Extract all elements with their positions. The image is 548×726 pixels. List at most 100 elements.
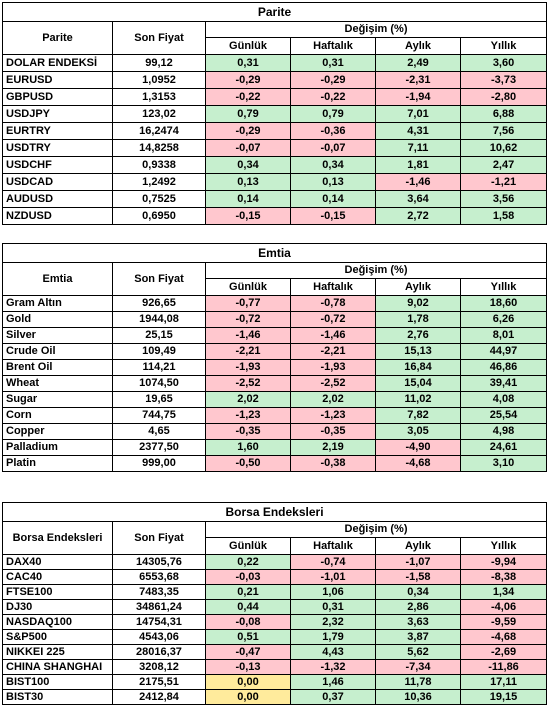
change: 7,01 [375,105,461,123]
change: -2,21 [205,343,291,360]
change: 0,00 [205,689,291,705]
change: 4,43 [290,644,376,660]
data-row: FTSE100 7483,35 0,21 1,06 0,34 1,34 [2,584,548,600]
price: 16,2474 [112,122,206,140]
price: 2377,50 [112,439,206,456]
change: -2,31 [375,71,461,89]
price: 28016,37 [112,644,206,660]
change: -2,52 [290,375,376,392]
instrument: Palladium [2,439,113,456]
change: 3,05 [375,423,461,440]
change: 1,60 [205,439,291,456]
change-header: Değişim (%) [204,521,548,538]
price: 4,65 [112,423,206,440]
price: 999,00 [112,455,206,472]
price: 0,7525 [112,190,206,208]
change: -0,13 [205,659,291,675]
instrument: DJ30 [2,599,113,615]
change: -0,22 [205,88,291,106]
change: 2,49 [375,54,461,72]
data-table: Emtia Emtia Son Fiyat Değişim (%) Günlük Haft… [1,243,548,472]
change: 0,22 [205,554,291,570]
change: -0,36 [290,122,376,140]
data-row: AUDUSD 0,7525 0,14 0,14 3,64 3,56 [2,190,548,208]
data-row: Gold 1944,08 -0,72 -0,72 1,78 6,26 [2,311,548,328]
change: -9,94 [459,554,548,570]
change: 11,78 [375,674,461,690]
change: -1,32 [290,659,376,675]
change: -1,46 [290,327,376,344]
instrument: USDTRY [2,139,113,157]
change: -1,23 [205,407,291,424]
change: -0,77 [205,295,291,312]
data-row: DOLAR ENDEKSİ 99,12 0,31 0,31 2,49 3,60 [2,54,548,72]
change: 4,08 [459,391,548,408]
instrument: Copper [2,423,113,440]
price: 4543,06 [112,629,206,645]
price-header: Son Fiyat [112,521,206,555]
header-row: Günlük Haftalık Aylık Yıllık [3,537,548,555]
change: 3,64 [375,190,461,208]
change: -0,03 [205,569,291,585]
change: 1,58 [459,207,548,225]
instrument: USDCAD [2,173,113,191]
change: -4,68 [459,629,548,645]
change: 4,31 [375,122,461,140]
change: 0,79 [205,105,291,123]
change: 0,51 [205,629,291,645]
change: 0,34 [205,156,291,174]
change: 2,47 [459,156,548,174]
change: 15,04 [375,375,461,392]
change: -0,72 [205,311,291,328]
price: 744,75 [112,407,206,424]
data-row: USDTRY 14,8258 -0,07 -0,07 7,11 10,62 [2,139,548,157]
data-row: GBPUSD 1,3153 -0,22 -0,22 -1,94 -2,80 [2,88,548,106]
change: -0,35 [205,423,291,440]
price: 1944,08 [112,311,206,328]
instrument: S&P500 [2,629,113,645]
price: 34861,24 [112,599,206,615]
table-title: Borsa Endeksleri [1,502,548,522]
change: 5,62 [375,644,461,660]
price: 1,3153 [112,88,206,106]
change: 0,13 [290,173,376,191]
change: 0,14 [205,190,291,208]
name-header: Borsa Endeksleri [2,521,113,555]
instrument: Corn [2,407,113,424]
change: 1,78 [375,311,461,328]
change: 1,06 [290,584,376,600]
change: -4,68 [375,455,461,472]
instrument: NASDAQ100 [2,614,113,630]
price: 1074,50 [112,375,206,392]
change: 2,02 [205,391,291,408]
header-row: Borsa Endeksleri Son Fiyat Değişim (%) [2,521,548,555]
change: 3,60 [459,54,548,72]
instrument: Crude Oil [2,343,113,360]
instrument: DAX40 [2,554,113,570]
change: -2,69 [459,644,548,660]
header-row: Emtia Son Fiyat Değişim (%) [2,262,548,296]
instrument: DOLAR ENDEKSİ [2,54,113,72]
change: 3,63 [375,614,461,630]
instrument: NZDUSD [2,207,113,225]
data-row: USDCHF 0,9338 0,34 0,34 1,81 2,47 [2,156,548,174]
change: -0,07 [290,139,376,157]
period-header: Aylık [375,278,461,296]
change: -8,38 [459,569,548,585]
change: 6,88 [459,105,548,123]
change: 10,62 [459,139,548,157]
data-row: NASDAQ100 14754,31 -0,08 2,32 3,63 -9,59 [2,614,548,630]
instrument: Silver [2,327,113,344]
price: 123,02 [112,105,206,123]
change: 7,56 [459,122,548,140]
instrument: CAC40 [2,569,113,585]
change: -0,29 [290,71,376,89]
change: 0,31 [290,54,376,72]
change: -1,21 [459,173,548,191]
instrument: USDJPY [2,105,113,123]
data-row: NIKKEI 225 28016,37 -0,47 4,43 5,62 -2,69 [2,644,548,660]
header-row: Parite Son Fiyat Değişim (%) [2,21,548,55]
data-row: S&P500 4543,06 0,51 1,79 3,87 -4,68 [2,629,548,645]
change: 0,21 [205,584,291,600]
change: 3,10 [459,455,548,472]
